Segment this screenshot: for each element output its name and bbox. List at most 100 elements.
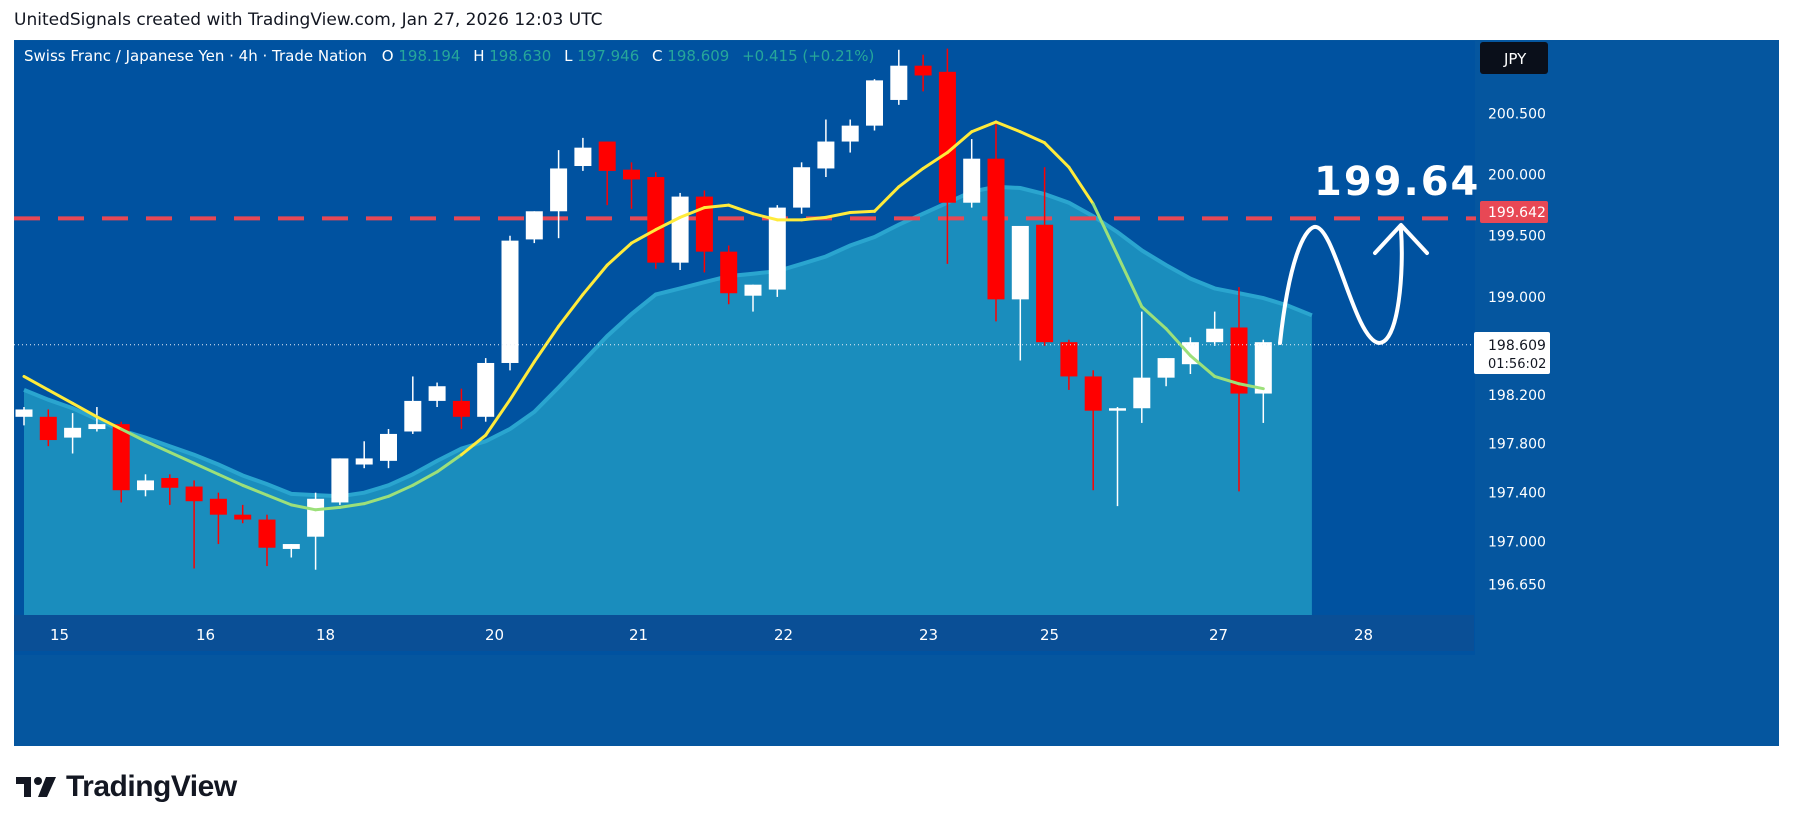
legend: Swiss Franc / Japanese Yen · 4h · Trade … [24,47,874,65]
candle[interactable] [1109,407,1126,507]
ma-line-segment [46,388,75,405]
last-price-label[interactable]: 198.609 01:56:02 [1474,332,1550,374]
candle[interactable] [404,376,422,434]
y-axis-tick-label: 196.650 [1488,577,1546,593]
candle[interactable] [1084,370,1102,491]
candle[interactable] [1157,358,1175,387]
currency-badge[interactable]: JPY [1480,42,1548,74]
legend-symbol: Swiss Franc / Japanese Yen · 4h · Trade … [24,47,367,65]
candle-body [550,168,568,212]
x-axis[interactable]: 15 16 18 20 21 22 23 25 27 28 [50,626,1373,644]
y-axis-tick-label: 199.500 [1488,229,1546,245]
candle[interactable] [793,162,811,214]
candle[interactable] [623,162,640,209]
candle[interactable] [817,119,835,178]
ma-line-segment [265,493,293,507]
ma-line-segment [1213,374,1241,386]
candle-body [185,486,203,502]
candle[interactable] [39,409,57,447]
candle[interactable] [185,480,203,569]
ma-line-segment [459,433,488,457]
candle[interactable] [234,504,252,524]
candle[interactable] [1206,311,1224,346]
candle[interactable] [161,474,179,505]
ma-line-segment [800,215,828,222]
ma-line-segment [192,461,220,476]
candle[interactable] [331,458,349,505]
chart-panel[interactable]: 15 16 18 20 21 22 23 25 27 28 196.650 197.000 197.4… [14,40,1779,746]
ma-line-segment [484,398,512,437]
candle[interactable] [525,211,543,244]
ma-line-segment [702,203,731,210]
candle[interactable] [1230,287,1248,492]
candle-body [768,207,786,290]
candle-body [817,141,835,169]
candle[interactable] [1060,339,1078,390]
ma-line-segment [994,120,1022,134]
brand-logo[interactable]: TradingView [16,770,237,804]
candle-body [1011,225,1029,300]
target-price-label[interactable]: 199.642 [1480,201,1548,223]
candle[interactable] [1011,225,1029,361]
candle[interactable] [137,474,154,497]
candle-body [452,400,470,417]
annotation-text: 199.64 [1314,159,1480,205]
candle[interactable] [890,49,908,105]
candle-body [525,211,543,240]
candle[interactable] [477,358,495,422]
legend-h-value: 198.630 [489,47,551,65]
chart-svg[interactable]: 15 16 18 20 21 22 23 25 27 28 196.650 197.000 197.4… [14,40,1779,746]
candle-body [477,362,495,417]
candle-body [1157,358,1175,378]
brand-name: TradingView [66,770,237,803]
ma-layer [22,120,1265,512]
chart-credit-header: UnitedSignals created with TradingView.c… [14,10,603,30]
candle-body [15,409,33,417]
candle-body [866,80,883,126]
ma-line-segment [71,401,99,419]
candle[interactable] [355,441,373,469]
candle[interactable] [963,139,981,208]
candle[interactable] [380,429,397,469]
candle[interactable] [64,413,82,454]
candle[interactable] [15,407,33,426]
y-axis[interactable]: 196.650 197.000 197.400 197.800 198.200 199.0… [1488,106,1546,593]
ma-line-segment [1140,305,1168,331]
ma-line-segment [630,228,658,245]
y-axis-tick-label: 197.400 [1488,486,1546,502]
candle[interactable] [428,382,446,408]
candle[interactable] [112,421,130,503]
candle[interactable] [88,407,106,432]
candle[interactable] [282,544,300,558]
x-axis-tick-label: 21 [629,626,648,644]
candle-body [1230,327,1248,394]
candle[interactable] [744,284,762,312]
x-axis-tick-label: 18 [316,626,335,644]
candle[interactable] [671,192,689,270]
candle[interactable] [647,172,665,269]
candle-body [331,458,349,503]
candle-body [307,498,325,537]
candle[interactable] [914,54,932,92]
candle[interactable] [209,492,227,545]
candle[interactable] [841,119,859,153]
candle[interactable] [987,121,1005,322]
candle[interactable] [598,141,616,206]
candle[interactable] [550,150,568,239]
ma-line-segment [119,427,147,443]
candle[interactable] [258,514,276,567]
candle[interactable] [1254,339,1272,423]
candle[interactable] [866,79,883,131]
candle[interactable] [574,137,592,171]
candle[interactable] [1133,311,1151,423]
ma-line-segment [921,151,949,170]
ma-line-segment [411,470,439,487]
candle[interactable] [501,235,519,371]
candle[interactable] [1036,167,1054,346]
target-price-label-text: 199.642 [1488,205,1546,221]
candle[interactable] [452,388,470,430]
candle-body [112,424,130,491]
candle-body [744,284,762,296]
candle[interactable] [720,245,738,305]
candle[interactable] [938,48,956,264]
